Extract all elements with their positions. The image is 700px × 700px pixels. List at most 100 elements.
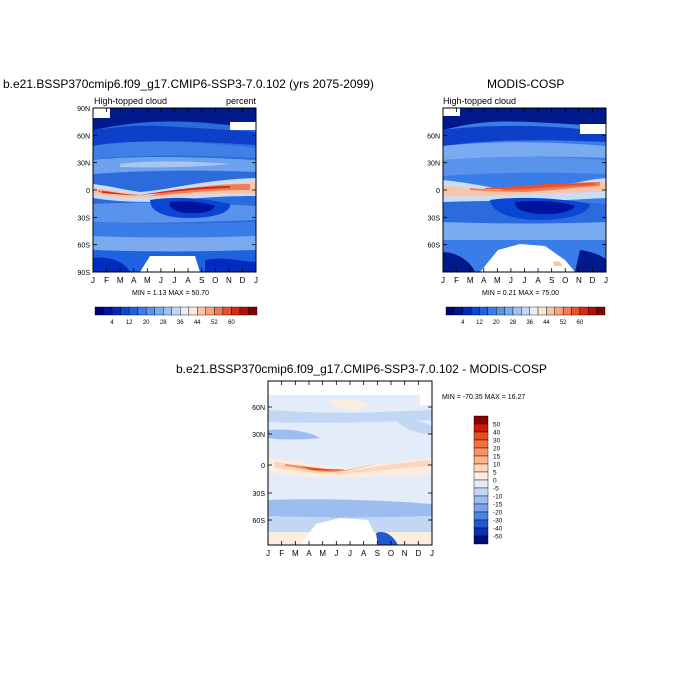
colorbar-swatch	[205, 306, 215, 316]
colorbar-swatch	[571, 306, 581, 316]
x-tick-label: J	[254, 276, 258, 285]
colorbar-swatch	[473, 471, 489, 481]
stats-diff: MIN = -70.35 MAX = 16.27	[442, 394, 526, 401]
colorbar-label: -20	[493, 510, 503, 517]
colorbar-label: 15	[493, 454, 501, 461]
colorbar-swatch	[546, 306, 555, 316]
x-tick-label: F	[454, 276, 459, 285]
colorbar-swatch	[103, 306, 113, 316]
colorbar-swatch	[554, 306, 564, 316]
panel-title-obs: MODIS-COSP	[487, 77, 565, 91]
colorbar-label: 12	[476, 320, 483, 326]
colorbar-swatch	[473, 455, 489, 465]
colorbar-swatch	[521, 306, 530, 316]
x-tick-label: J	[91, 276, 95, 285]
colorbar-label: 36	[177, 320, 184, 326]
colorbar-label: -40	[493, 526, 503, 533]
colorbar-label: 20	[143, 320, 150, 326]
colorbar-swatch	[473, 487, 489, 497]
colorbar-swatch	[588, 306, 597, 316]
units-label-model: percent	[226, 96, 257, 106]
colorbar-swatch	[473, 431, 489, 441]
x-tick-label: A	[306, 549, 312, 558]
colorbar-swatch	[487, 306, 497, 316]
colorbar-label: 28	[160, 320, 167, 326]
heatmap-model	[93, 108, 256, 272]
colorbar-swatch	[537, 306, 547, 316]
colorbar-swatch	[473, 495, 489, 505]
colorbar-label: 12	[126, 320, 133, 326]
colorbar-label: 28	[510, 320, 517, 326]
stats-obs: MIN = 0.21 MAX = 75.00	[482, 290, 560, 297]
colorbar-swatch	[445, 306, 455, 316]
colorbar-swatch	[473, 447, 489, 457]
colorbar-swatch	[512, 306, 522, 316]
x-tick-label: O	[562, 276, 568, 285]
x-tick-label: D	[590, 276, 596, 285]
x-tick-label: J	[604, 276, 608, 285]
colorbar-label: 4	[461, 320, 465, 326]
colorbar-label: 10	[493, 462, 501, 469]
y-tick-label: 30S	[253, 491, 266, 498]
colorbar-label: -50	[493, 534, 503, 541]
colorbar-swatch	[163, 306, 172, 316]
colorbar-label: 50	[493, 422, 501, 429]
colorbar-swatch	[473, 423, 489, 433]
variable-label-obs: High-topped cloud	[443, 96, 517, 106]
colorbar-label: -30	[493, 518, 503, 525]
colorbar-swatch	[479, 306, 489, 316]
x-tick-label: J	[334, 549, 338, 558]
y-tick-label: 30N	[427, 161, 440, 168]
x-tick-label: F	[279, 549, 284, 558]
colorbar-swatch	[473, 535, 489, 545]
colorbar-label: 36	[526, 320, 533, 326]
colorbar-label: -5	[493, 486, 499, 493]
x-tick-label: J	[509, 276, 513, 285]
colorbar-swatch	[473, 527, 489, 537]
x-tick-label: J	[173, 276, 177, 285]
colorbar-swatch	[231, 306, 241, 316]
x-tick-label: J	[523, 276, 527, 285]
x-tick-label: A	[361, 549, 367, 558]
colorbar-swatch	[180, 306, 189, 316]
x-tick-label: J	[441, 276, 445, 285]
x-tick-label: M	[467, 276, 474, 285]
y-tick-label: 0	[86, 188, 90, 195]
colorbar-label: 40	[493, 430, 501, 437]
x-tick-label: A	[131, 276, 137, 285]
x-tick-label: D	[240, 276, 246, 285]
colorbar-label: 44	[194, 320, 201, 326]
colorbar-label: 44	[543, 320, 550, 326]
y-tick-label: 90S	[78, 270, 91, 277]
y-tick-label: 60S	[78, 243, 91, 250]
y-tick-label: 0	[436, 188, 440, 195]
colorbar-label: 60	[577, 320, 584, 326]
x-tick-label: M	[494, 276, 501, 285]
y-tick-label: 60S	[428, 243, 441, 250]
x-tick-label: O	[388, 549, 394, 558]
colorbar-swatch	[473, 479, 489, 489]
x-tick-label: N	[402, 549, 408, 558]
x-tick-label: S	[375, 549, 380, 558]
y-tick-label: 60N	[252, 405, 265, 412]
heatmap-diff	[268, 381, 432, 545]
x-tick-label: M	[117, 276, 124, 285]
colorbar-label: 52	[211, 320, 218, 326]
y-tick-label: 60S	[253, 518, 266, 525]
colorbar-swatch	[473, 519, 489, 529]
x-tick-label: N	[576, 276, 582, 285]
x-tick-label: A	[535, 276, 541, 285]
colorbar-label: 4	[110, 320, 114, 326]
y-tick-label: 60N	[427, 133, 440, 140]
x-tick-label: J	[430, 549, 434, 558]
colorbar-swatch	[529, 306, 539, 316]
x-tick-label: J	[159, 276, 163, 285]
colorbar-swatch	[120, 306, 130, 316]
x-tick-label: M	[292, 549, 299, 558]
y-tick-label: 60N	[77, 133, 90, 140]
colorbar-label: 20	[493, 446, 501, 453]
